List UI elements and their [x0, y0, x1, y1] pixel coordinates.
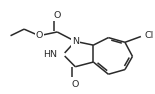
Text: HN: HN [44, 50, 58, 59]
Text: O: O [35, 31, 43, 40]
Text: O: O [53, 11, 61, 20]
Text: N: N [72, 37, 79, 46]
Text: Cl: Cl [144, 31, 154, 40]
Text: O: O [72, 80, 79, 89]
